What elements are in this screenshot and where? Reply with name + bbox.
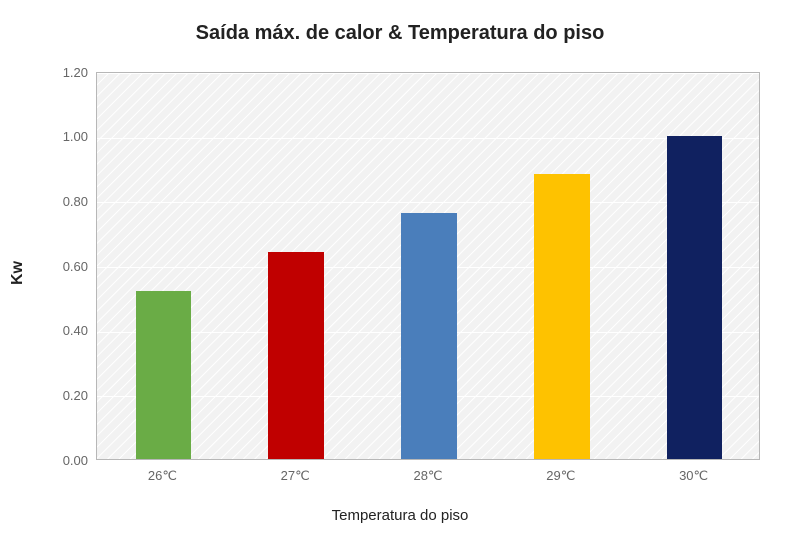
y-axis-label: Kw [9, 261, 27, 285]
bar [534, 174, 590, 459]
plot-area [96, 72, 760, 460]
x-tick-label: 29℃ [521, 468, 601, 484]
x-tick-label: 30℃ [654, 468, 734, 484]
x-axis-label: Temperatura do piso [0, 507, 800, 524]
y-tick-label: 0.60 [40, 259, 88, 274]
bar [401, 213, 457, 459]
y-tick-label: 1.20 [40, 65, 88, 80]
bar [268, 252, 324, 459]
gridline [97, 202, 759, 203]
y-tick-label: 0.00 [40, 453, 88, 468]
bar [136, 291, 192, 459]
x-tick-label: 26℃ [122, 468, 202, 484]
y-tick-label: 1.00 [40, 129, 88, 144]
chart-container: Saída máx. de calor & Temperatura do pis… [0, 0, 800, 546]
bar [667, 136, 723, 459]
gridline [97, 138, 759, 139]
y-tick-label: 0.80 [40, 194, 88, 209]
y-tick-label: 0.20 [40, 388, 88, 403]
gridline [97, 73, 759, 74]
x-tick-label: 27℃ [255, 468, 335, 484]
y-tick-label: 0.40 [40, 323, 88, 338]
x-tick-label: 28℃ [388, 468, 468, 484]
chart-title: Saída máx. de calor & Temperatura do pis… [0, 0, 800, 45]
